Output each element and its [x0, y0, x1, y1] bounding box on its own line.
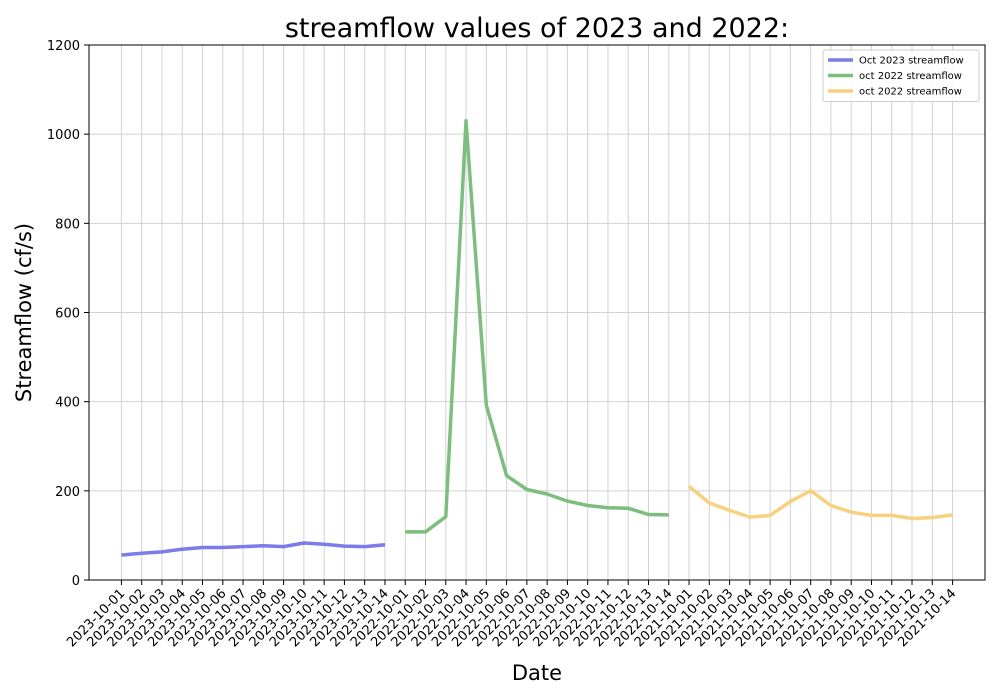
series-line-2 — [405, 119, 669, 534]
y-tick-label: 200 — [55, 485, 80, 500]
x-axis-label: Date — [512, 661, 562, 685]
legend-label: oct 2022 streamflow — [859, 71, 962, 82]
series-line-1 — [121, 541, 386, 557]
series-line-3 — [687, 485, 953, 521]
y-tick-label: 0 — [72, 574, 80, 589]
chart-title: streamflow values of 2023 and 2022: — [285, 13, 789, 44]
legend: Oct 2023 streamflow oct 2022 streamflow oc… — [822, 49, 980, 102]
y-axis-label: Streamflow (cf/s) — [12, 223, 36, 402]
y-tick-label: 600 — [55, 307, 80, 322]
legend-box — [822, 49, 980, 102]
series-layer — [121, 119, 953, 557]
y-tick-label: 400 — [55, 396, 80, 411]
legend-label: oct 2022 streamflow — [859, 87, 962, 98]
y-tick-label: 800 — [55, 217, 80, 232]
legend-label: Oct 2023 streamflow — [859, 56, 964, 67]
y-tick-label: 1000 — [47, 128, 80, 143]
ticks: 2023-10-012023-10-022023-10-032023-10-04… — [47, 39, 959, 650]
y-tick-label: 1200 — [47, 39, 80, 54]
